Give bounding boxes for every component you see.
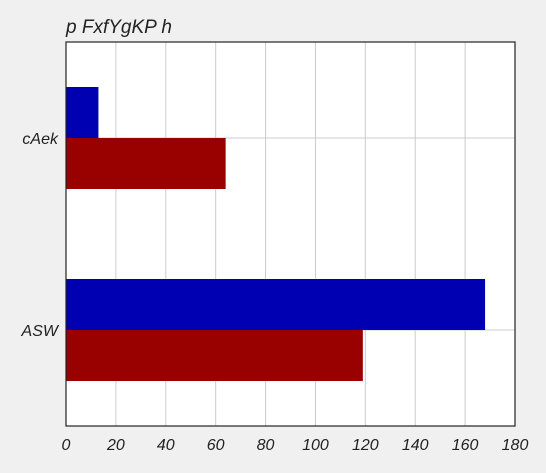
chart-title: p FxfYgKP h bbox=[65, 17, 172, 38]
y-tick-label: cAek bbox=[22, 131, 59, 148]
bar bbox=[66, 138, 226, 189]
x-tick-label: 20 bbox=[106, 437, 125, 454]
bar bbox=[66, 279, 486, 330]
x-tick-label: 40 bbox=[157, 437, 175, 454]
bars bbox=[66, 87, 486, 381]
bar bbox=[66, 87, 99, 138]
y-tick-labels: ASW cAek bbox=[21, 131, 60, 340]
y-tick-label: ASW bbox=[21, 323, 60, 340]
x-tick-label: 60 bbox=[207, 437, 225, 454]
bar bbox=[66, 330, 363, 381]
x-tick-label: 140 bbox=[402, 437, 429, 454]
x-tick-label: 0 bbox=[62, 437, 71, 454]
x-tick-label: 100 bbox=[302, 437, 329, 454]
x-tick-label: 120 bbox=[352, 437, 379, 454]
x-tick-label: 80 bbox=[257, 437, 275, 454]
x-tick-label: 160 bbox=[452, 437, 479, 454]
x-tick-labels: 0 20 40 60 80 100 120 140 160 180 bbox=[62, 437, 529, 454]
plot-frame bbox=[65, 41, 516, 427]
x-tick-label: 180 bbox=[502, 437, 529, 454]
